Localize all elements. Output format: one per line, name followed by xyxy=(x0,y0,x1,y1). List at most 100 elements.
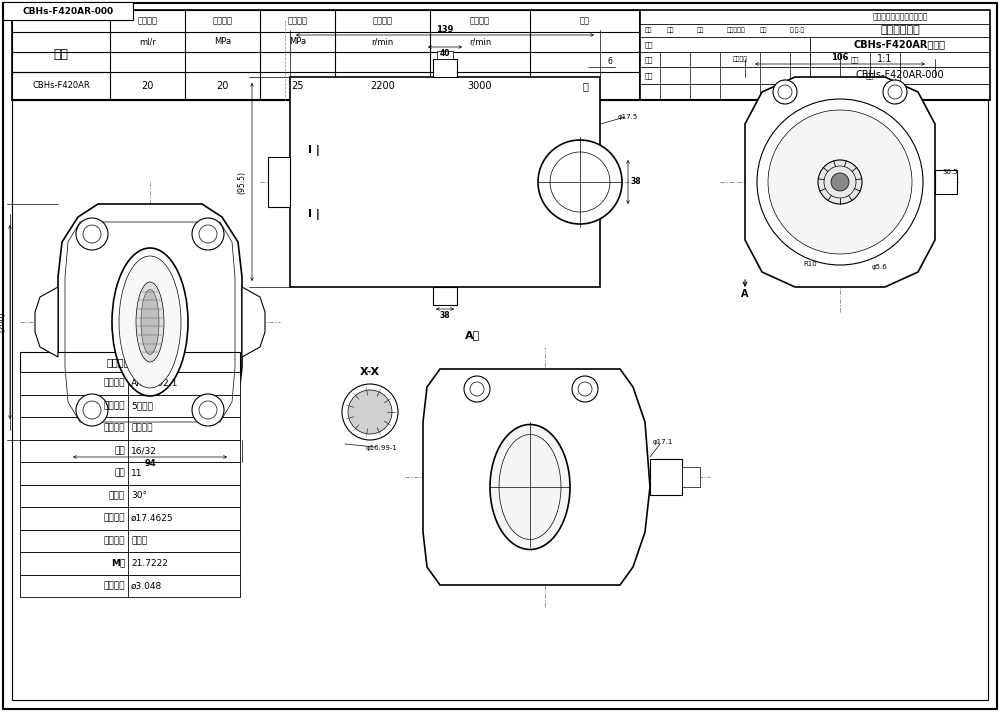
Circle shape xyxy=(464,376,490,402)
Text: 额定转送: 额定转送 xyxy=(372,16,392,26)
Text: 38: 38 xyxy=(440,310,450,320)
Bar xyxy=(433,287,457,305)
Text: 5级精度: 5级精度 xyxy=(131,402,153,410)
Bar xyxy=(268,157,290,207)
Text: 38: 38 xyxy=(631,177,641,187)
Text: 3000: 3000 xyxy=(468,81,492,91)
Polygon shape xyxy=(35,287,58,357)
Text: 型号: 型号 xyxy=(54,48,68,61)
Circle shape xyxy=(757,99,923,265)
Text: A向: A向 xyxy=(465,330,480,340)
Text: φ5.6: φ5.6 xyxy=(872,264,888,270)
Ellipse shape xyxy=(136,282,164,362)
Text: (200): (200) xyxy=(0,312,7,333)
Text: 处数: 处数 xyxy=(667,28,674,33)
Text: 额定压力: 额定压力 xyxy=(212,16,232,26)
Polygon shape xyxy=(423,369,650,585)
Ellipse shape xyxy=(490,424,570,550)
Text: 齿侧配合: 齿侧配合 xyxy=(131,424,152,433)
Circle shape xyxy=(192,394,224,426)
Bar xyxy=(437,51,453,59)
Text: MPa: MPa xyxy=(214,38,231,46)
Bar xyxy=(20,484,240,507)
Text: 齿数: 齿数 xyxy=(114,468,125,478)
Text: 40: 40 xyxy=(440,48,450,58)
Circle shape xyxy=(538,140,622,224)
Text: ø3.048: ø3.048 xyxy=(131,581,162,590)
Text: R10: R10 xyxy=(803,261,817,267)
Circle shape xyxy=(76,394,108,426)
Text: 渐开线花键参数表: 渐开线花键参数表 xyxy=(106,357,154,367)
Text: 旋向: 旋向 xyxy=(580,16,590,26)
Text: CBHs-F420AR: CBHs-F420AR xyxy=(32,81,90,90)
Text: CBHs-F420AR-000: CBHs-F420AR-000 xyxy=(856,70,944,80)
Text: X-X: X-X xyxy=(360,367,380,377)
Text: 压力角: 压力角 xyxy=(109,491,125,501)
Text: 16/32: 16/32 xyxy=(131,446,157,455)
Text: 审核: 审核 xyxy=(645,56,654,63)
Text: 节圆直径: 节圆直径 xyxy=(104,514,125,523)
Circle shape xyxy=(348,390,392,434)
Circle shape xyxy=(572,376,598,402)
Text: I |: I | xyxy=(308,145,320,155)
Ellipse shape xyxy=(119,256,181,388)
Circle shape xyxy=(342,384,398,440)
Text: 签名: 签名 xyxy=(760,28,768,33)
Text: r/min: r/min xyxy=(371,38,394,46)
Text: 径节: 径节 xyxy=(114,446,125,455)
Text: A: A xyxy=(741,289,749,299)
Text: φ17.1: φ17.1 xyxy=(653,439,673,445)
Text: 106: 106 xyxy=(831,53,849,61)
Text: CBHs-F420AR-000: CBHs-F420AR-000 xyxy=(22,8,114,16)
Text: 94: 94 xyxy=(144,459,156,468)
Bar xyxy=(650,459,682,495)
Text: 平齿根: 平齿根 xyxy=(131,536,147,545)
Text: ANSIB92.1: ANSIB92.1 xyxy=(131,379,178,388)
Text: 21.7222: 21.7222 xyxy=(131,559,168,567)
Text: 20: 20 xyxy=(216,81,229,91)
Text: 年.月.日: 年.月.日 xyxy=(790,28,805,33)
Circle shape xyxy=(768,110,912,254)
Circle shape xyxy=(192,218,224,250)
Circle shape xyxy=(831,173,849,191)
Text: (95.5): (95.5) xyxy=(238,170,246,194)
Bar xyxy=(20,417,240,439)
Text: 额定排量: 额定排量 xyxy=(138,16,158,26)
Text: I |: I | xyxy=(308,209,320,219)
Bar xyxy=(20,462,240,484)
Bar xyxy=(20,507,240,530)
Text: 比例: 比例 xyxy=(851,56,859,63)
Bar xyxy=(290,77,600,287)
Text: 精度等级: 精度等级 xyxy=(104,402,125,410)
Text: 139: 139 xyxy=(436,24,454,33)
Bar xyxy=(12,10,640,100)
Text: 测量直径: 测量直径 xyxy=(104,581,125,590)
Text: 重量: 重量 xyxy=(866,72,874,79)
Circle shape xyxy=(883,80,907,104)
Bar xyxy=(20,552,240,575)
Text: φ17.5: φ17.5 xyxy=(618,114,638,120)
Text: 最高转送: 最高转送 xyxy=(470,16,490,26)
Text: CBHs-F420AR齿轮泵: CBHs-F420AR齿轮泵 xyxy=(854,39,946,50)
Text: 标记: 标记 xyxy=(645,28,652,33)
Bar xyxy=(20,372,240,394)
Circle shape xyxy=(76,218,108,250)
Bar xyxy=(20,352,240,372)
Bar xyxy=(20,394,240,417)
Text: 11: 11 xyxy=(131,468,143,478)
Ellipse shape xyxy=(112,248,188,396)
Circle shape xyxy=(773,80,797,104)
Text: M值: M值 xyxy=(111,559,125,567)
Text: 配合类型: 配合类型 xyxy=(104,424,125,433)
Polygon shape xyxy=(745,77,935,287)
Bar xyxy=(640,10,990,100)
Bar xyxy=(20,439,240,462)
Text: 20: 20 xyxy=(141,81,154,91)
Text: 30.5: 30.5 xyxy=(942,169,958,175)
Text: 设计: 设计 xyxy=(645,41,654,48)
Text: φ16.99-1: φ16.99-1 xyxy=(366,445,398,451)
Text: 工艺: 工艺 xyxy=(645,72,654,79)
Bar xyxy=(433,59,457,77)
Text: 右: 右 xyxy=(582,81,588,91)
Circle shape xyxy=(818,160,862,204)
